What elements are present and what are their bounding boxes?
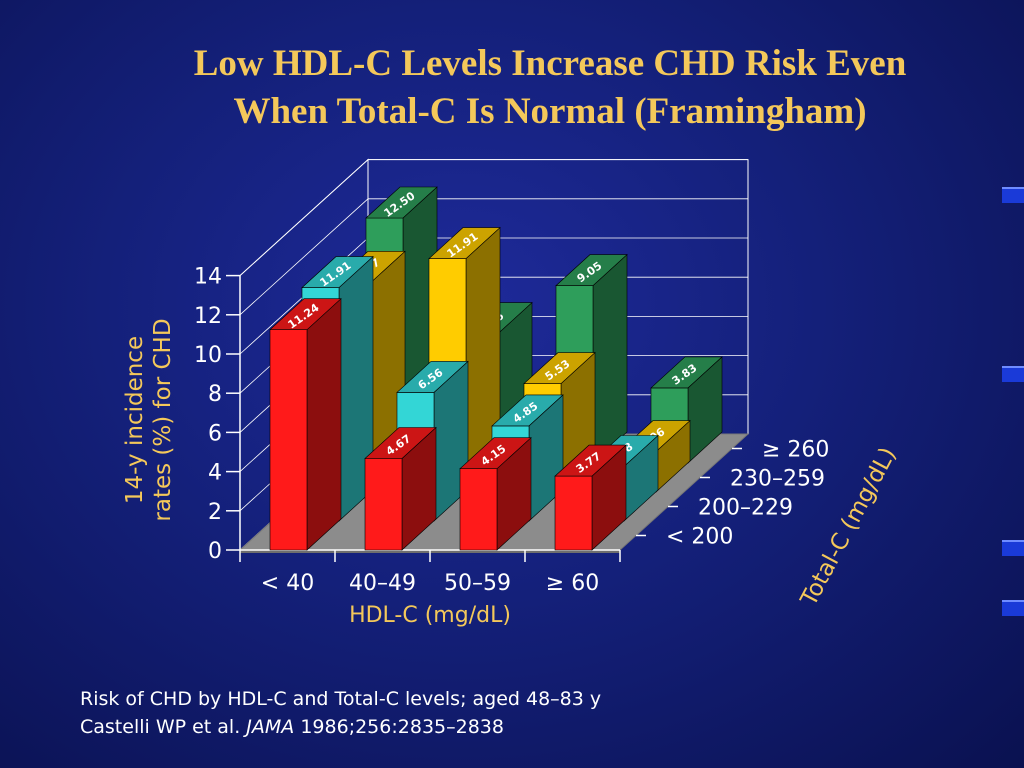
slide-title: Low HDL-C Levels Increase CHD Risk Even … bbox=[80, 40, 1020, 136]
caption-journal: JAMA bbox=[246, 716, 295, 738]
bar-row4-cat3-side bbox=[592, 253, 628, 464]
bar-row1-cat4-front bbox=[554, 475, 593, 551]
y-axis-title-line-2: rates (%) for CHD bbox=[150, 318, 176, 521]
caption-citation: 1986;256:2835–2838 bbox=[300, 716, 504, 738]
x-category-label-3: 50–59 bbox=[444, 571, 511, 596]
bar-row3-cat2-top bbox=[428, 227, 501, 259]
caption-line-1: Risk of CHD by HDL-C and Total-C levels;… bbox=[80, 688, 602, 710]
bar-row1-cat1-top bbox=[269, 298, 342, 331]
y-tick-label-4: 4 bbox=[208, 461, 222, 486]
decor-bullet-3 bbox=[1002, 540, 1024, 556]
caption: Risk of CHD by HDL-C and Total-C levels;… bbox=[80, 685, 601, 741]
depth-label-4: ≥ 260 bbox=[762, 438, 829, 463]
x-category-label-1: < 40 bbox=[261, 571, 314, 596]
decor-bullet-1 bbox=[1002, 187, 1024, 203]
caption-author: Castelli WP et al. bbox=[80, 716, 241, 738]
y-tick-label-8: 8 bbox=[208, 382, 222, 407]
y-tick-label-10: 10 bbox=[194, 343, 222, 368]
decor-bullet-4 bbox=[1002, 600, 1024, 616]
depth-label-1: < 200 bbox=[666, 525, 733, 550]
bar-row1-cat1-side bbox=[306, 298, 342, 551]
bar-row1-cat4-top bbox=[554, 444, 627, 477]
bar-row2-cat3-top bbox=[491, 394, 564, 427]
y-tick-label-6: 6 bbox=[208, 421, 222, 446]
gridline-14 bbox=[239, 159, 748, 276]
y-tick-label-14: 14 bbox=[194, 265, 222, 290]
bar-row1-cat2-top bbox=[364, 427, 437, 459]
bar-row4-cat3-top bbox=[555, 254, 628, 286]
decor-bullet-2 bbox=[1002, 366, 1024, 382]
y-tick-label-2: 2 bbox=[208, 500, 222, 525]
bar-row1-cat2-front bbox=[364, 458, 403, 551]
depth-label-2: 200–229 bbox=[698, 496, 793, 521]
slide-title-line-1: Low HDL-C Levels Increase CHD Risk Even bbox=[193, 43, 907, 84]
bar-row2-cat1-top bbox=[301, 256, 374, 288]
x-category-label-4: ≥ 60 bbox=[546, 571, 599, 596]
bar-row1-cat3-front bbox=[459, 468, 498, 551]
x-axis-title: HDL-C (mg/dL) bbox=[349, 603, 511, 628]
y-axis-title-line-1: 14-y incidence bbox=[122, 336, 148, 504]
slide-title-line-2: When Total-C Is Normal (Framingham) bbox=[233, 91, 867, 132]
gridline-12 bbox=[239, 198, 748, 316]
y-tick-label-0: 0 bbox=[208, 539, 222, 564]
depth-label-3: 230–259 bbox=[730, 467, 825, 492]
bar-row1-cat3-top bbox=[459, 437, 532, 470]
bar-row4-cat1-top bbox=[365, 186, 438, 219]
caption-line-2: Castelli WP et al. JAMA 1986;256:2835–28… bbox=[80, 713, 601, 741]
bar-row3-cat3-top bbox=[523, 352, 596, 384]
bar-row2-cat2-top bbox=[396, 361, 469, 393]
x-category-label-2: 40–49 bbox=[349, 571, 416, 596]
y-tick-label-12: 12 bbox=[194, 304, 222, 329]
bar-row1-cat1-front bbox=[269, 329, 308, 551]
bar-row4-cat4-top bbox=[650, 356, 723, 389]
